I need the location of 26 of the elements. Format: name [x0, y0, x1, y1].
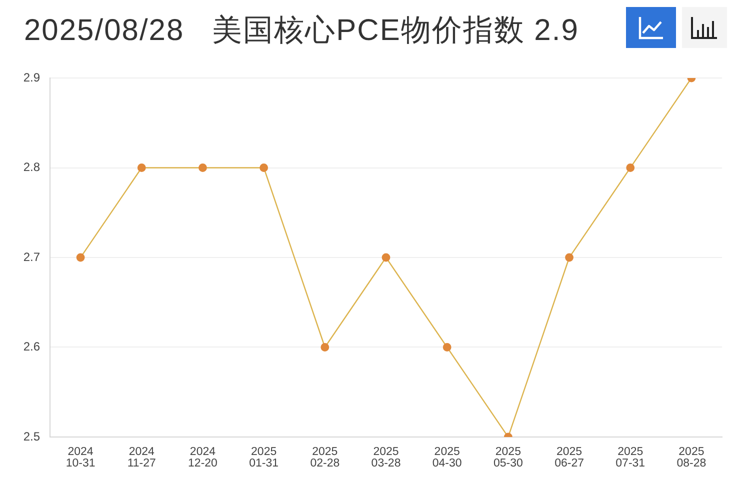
chart-title: 2025/08/28 美国核心PCE物价指数 2.9: [24, 13, 579, 49]
point: [320, 343, 330, 352]
x-tick-label: 2024 11-27: [127, 446, 156, 470]
point: [442, 343, 452, 352]
x-tick-label: 2024 10-31: [66, 446, 96, 470]
y-tick-label: 2.9: [23, 70, 40, 84]
y-tick-label: 2.5: [23, 429, 40, 444]
x-tick-label: 2025 03-28: [371, 446, 401, 470]
y-tick-label: 2.6: [23, 340, 40, 354]
x-tick-label: 2025 02-28: [310, 446, 340, 470]
x-tick-label: 2025 05-30: [493, 446, 523, 470]
x-tick-label: 2025 08-28: [676, 446, 706, 470]
x-tick-label: 2025 06-27: [554, 446, 584, 470]
point: [626, 164, 635, 172]
x-tick-label: 2025 01-31: [249, 446, 279, 470]
point: [198, 164, 207, 172]
point: [137, 164, 146, 172]
y-tick-label: 2.8: [23, 160, 40, 174]
x-tick-label: 2025 07-31: [616, 446, 646, 470]
x-tick-label: 2024 12-20: [188, 446, 218, 470]
point: [76, 253, 85, 262]
point: [260, 164, 268, 172]
x-tick-label: 2025 04-30: [432, 446, 462, 470]
y-tick-label: 2.7: [23, 250, 40, 264]
point: [382, 253, 390, 262]
point: [565, 253, 574, 262]
